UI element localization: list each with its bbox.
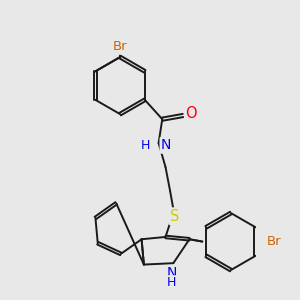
Text: N: N [166,266,177,280]
Text: H: H [167,277,176,290]
Text: Br: Br [265,235,279,248]
Text: N: N [161,138,171,152]
Text: S: S [170,209,179,224]
Text: Br: Br [267,235,281,248]
Text: H: H [141,139,150,152]
Text: Br: Br [113,40,128,53]
Text: O: O [185,106,197,121]
